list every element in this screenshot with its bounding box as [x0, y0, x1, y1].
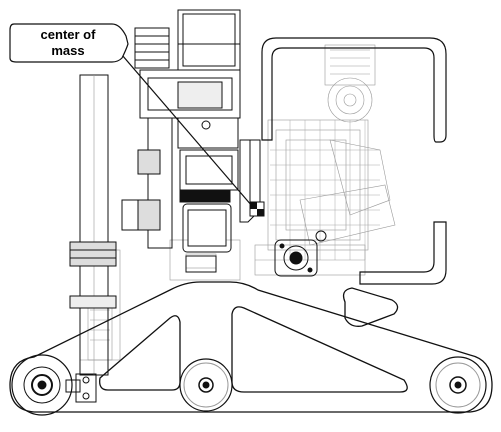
wheel-left — [11, 354, 73, 416]
left-vertical-column — [69, 74, 117, 376]
center-of-mass-callout: center of mass — [9, 23, 129, 63]
pivot-bearing-icon — [274, 230, 327, 277]
chassis-frame — [9, 281, 493, 413]
callout-label-line1: center of — [41, 27, 97, 42]
left-wheel-mount — [65, 373, 97, 403]
center-of-mass-marker-icon — [249, 201, 265, 217]
wheel-center — [179, 358, 233, 412]
callout-label-line2: mass — [51, 43, 84, 58]
right-handle-frame — [261, 37, 447, 285]
callout-leader-line — [115, 47, 253, 207]
ghost-machinery — [79, 44, 396, 361]
central-mast — [121, 9, 241, 273]
wheel-right — [429, 356, 487, 414]
